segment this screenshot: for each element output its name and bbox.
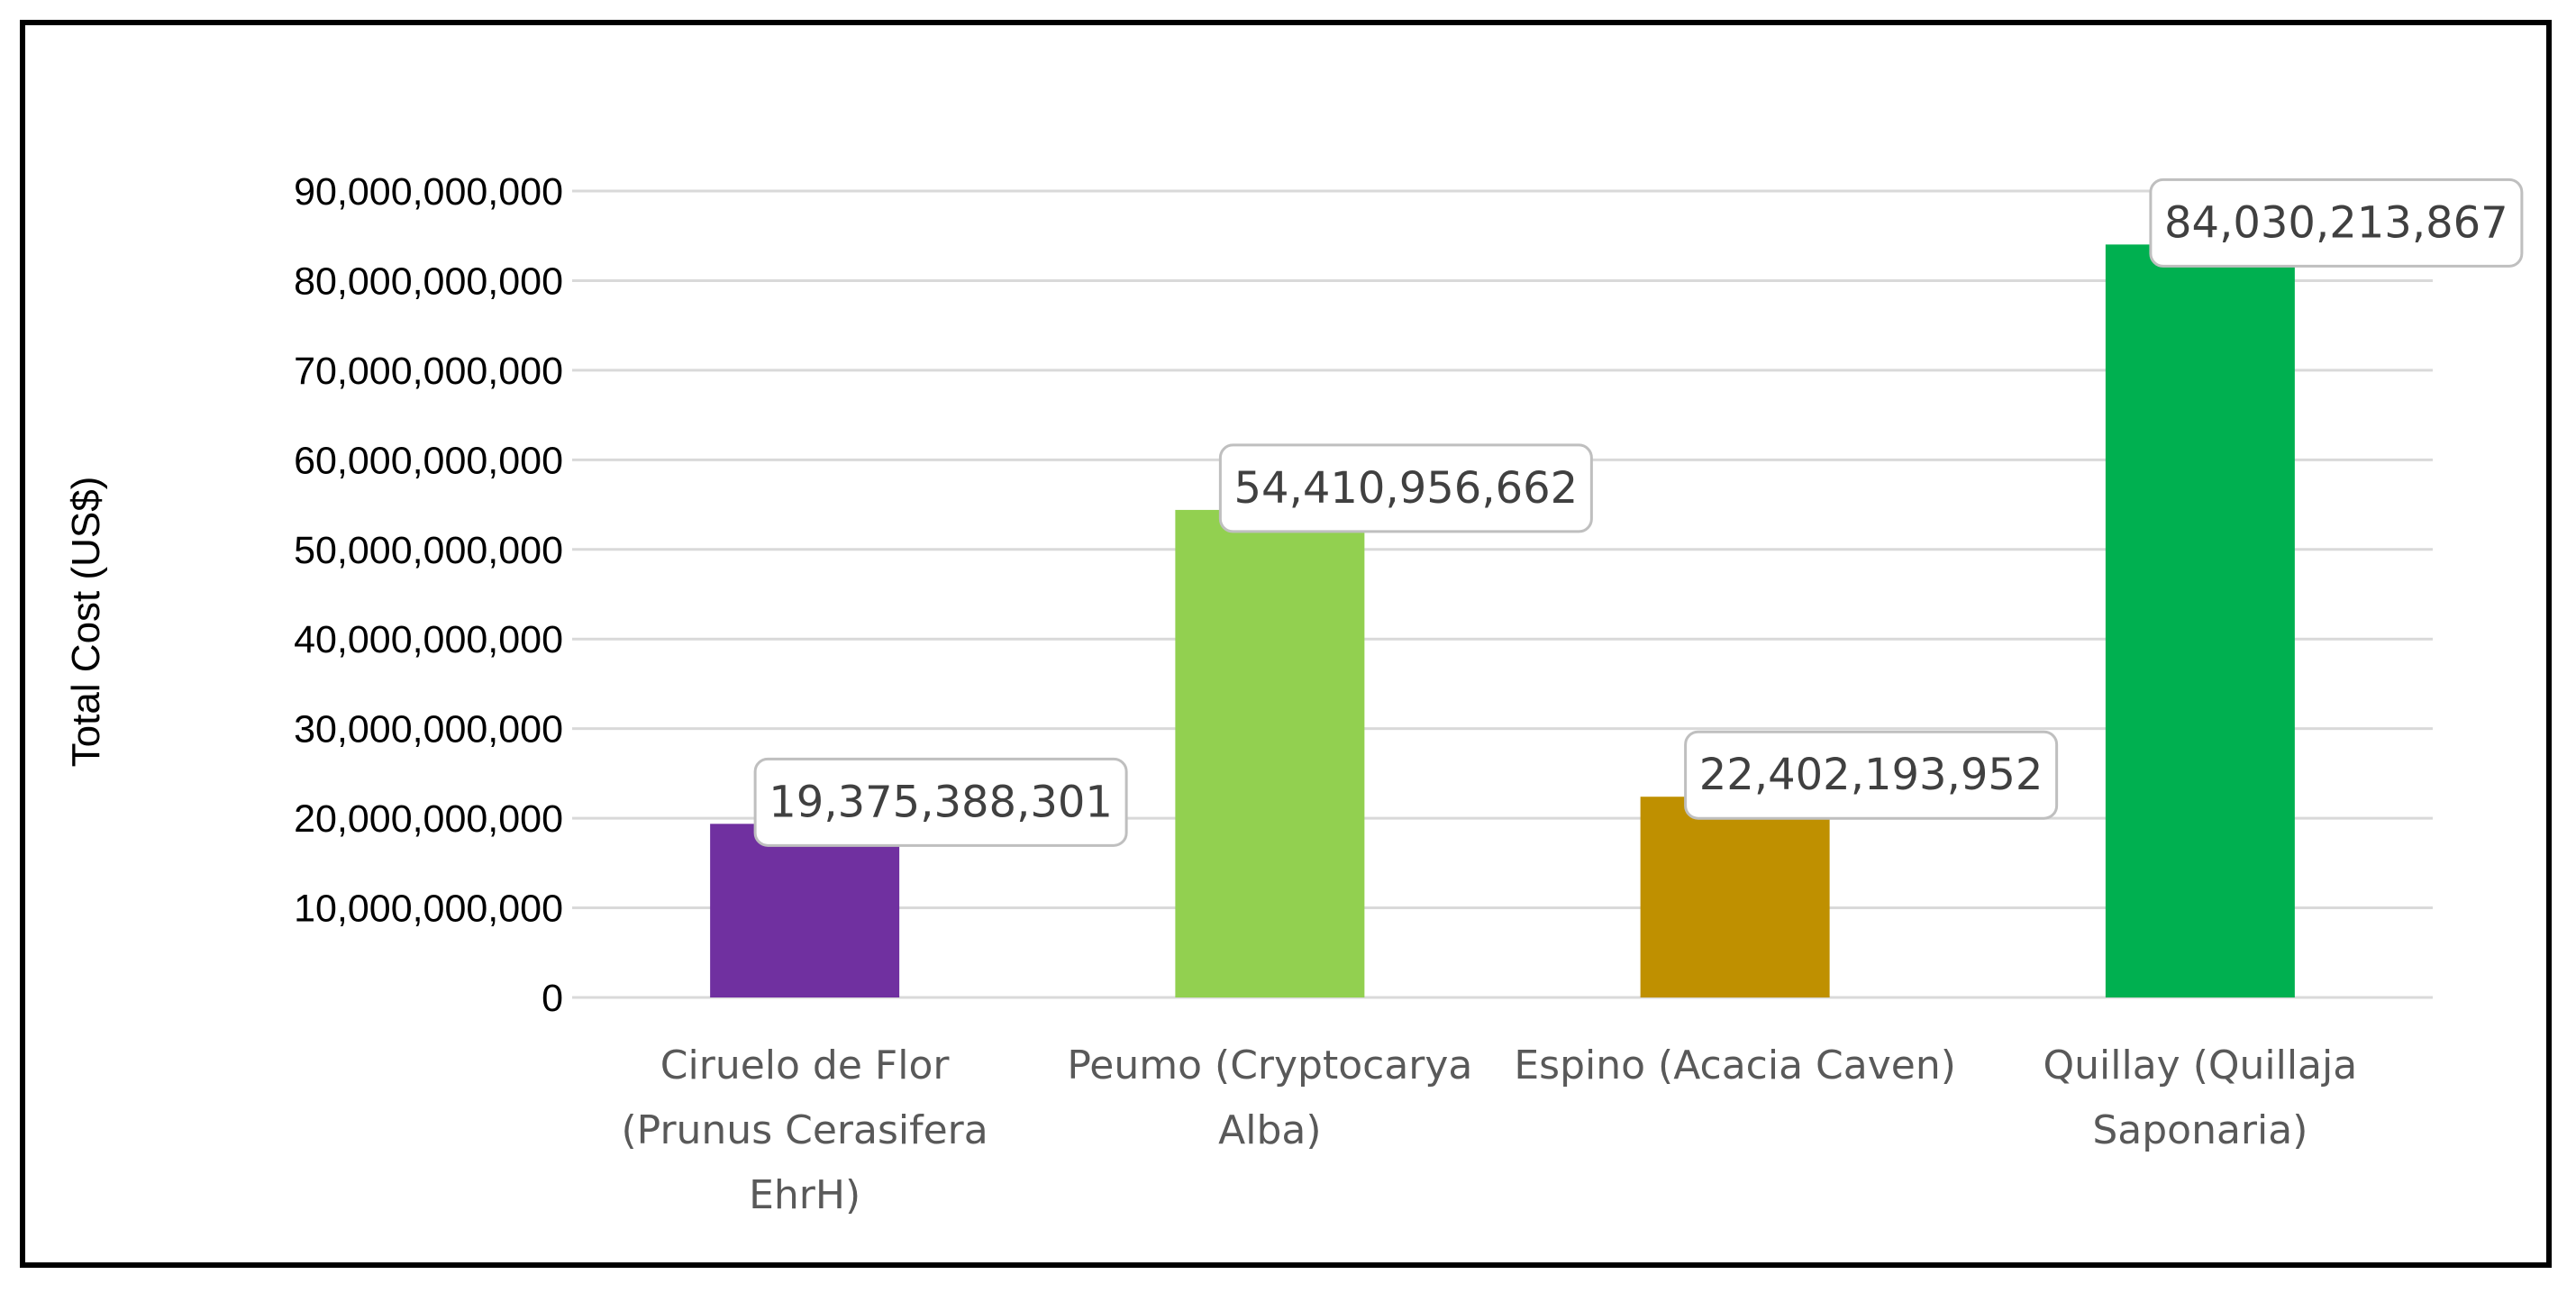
y-tick-label: 60,000,000,000 xyxy=(294,439,563,482)
data-label: 84,030,213,867 xyxy=(2149,178,2524,268)
y-tick-label: 80,000,000,000 xyxy=(294,260,563,303)
data-label-box xyxy=(753,757,1128,847)
y-tick-label: 90,000,000,000 xyxy=(294,170,563,214)
y-tick-label: 10,000,000,000 xyxy=(294,888,563,931)
y-axis-ticks: 0 10,000,000,000 20,000,000,000 30,000,000,… xyxy=(294,170,563,1020)
data-label-text: 19,375,388,301 xyxy=(769,777,1113,827)
data-label-text: 22,402,193,952 xyxy=(1699,750,2044,800)
data-label-text: 54,410,956,662 xyxy=(1234,463,1579,514)
data-label: 22,402,193,952 xyxy=(1684,730,2059,820)
x-tick-label: Peumo (Cryptocarya xyxy=(1067,1043,1472,1088)
data-labels: 19,375,388,301 54,410,956,662 22,402,193,9… xyxy=(753,178,2524,847)
data-label-text: 84,030,213,867 xyxy=(2164,197,2508,248)
y-axis-title: Total Cost (US$) xyxy=(64,477,108,768)
bar xyxy=(1640,797,1830,997)
x-tick-label: (Prunus Cerasifera xyxy=(622,1107,988,1153)
data-label: 54,410,956,662 xyxy=(1218,443,1593,533)
y-tick-label: 20,000,000,000 xyxy=(294,797,563,841)
x-tick-label: EhrH) xyxy=(749,1172,860,1218)
x-tick-label: Ciruelo de Flor xyxy=(660,1043,951,1088)
data-label: 19,375,388,301 xyxy=(753,757,1128,847)
bar xyxy=(710,824,900,997)
bar xyxy=(2105,244,2295,997)
bar xyxy=(1175,509,1365,997)
y-tick-label: 70,000,000,000 xyxy=(294,350,563,393)
data-label-box xyxy=(1218,443,1593,533)
x-axis-categories: Ciruelo de Flor (Prunus Cerasifera EhrH) Pe… xyxy=(622,1043,2358,1218)
y-tick-label: 50,000,000,000 xyxy=(294,529,563,572)
x-tick-label: Saponaria) xyxy=(2092,1107,2307,1153)
y-tick-label: 40,000,000,000 xyxy=(294,618,563,661)
bars xyxy=(710,244,2295,997)
y-tick-label: 30,000,000,000 xyxy=(294,708,563,751)
x-tick-label: Espino (Acacia Caven) xyxy=(1514,1043,1956,1088)
y-tick-label: 0 xyxy=(542,977,563,1020)
x-tick-label: Alba) xyxy=(1218,1107,1321,1153)
data-label-box xyxy=(2149,178,2524,268)
x-tick-label: Quillay (Quillaja xyxy=(2044,1043,2358,1088)
data-label-box xyxy=(1684,730,2059,820)
